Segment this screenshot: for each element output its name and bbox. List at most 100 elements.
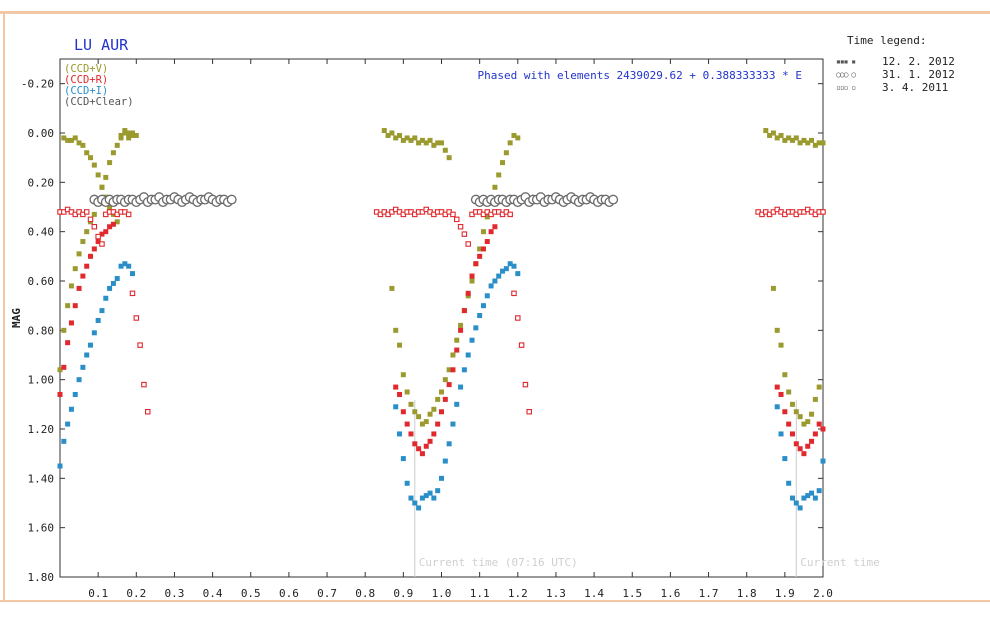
- data-point: [820, 458, 826, 464]
- y-tick-label: 1.40: [28, 472, 55, 485]
- data-point: [404, 389, 410, 395]
- data-point: [427, 411, 433, 417]
- plot-frame: [59, 58, 824, 578]
- x-tick-label: 1.6: [660, 587, 680, 600]
- x-tick-label: 2.0: [813, 587, 833, 600]
- data-point: [393, 404, 399, 410]
- data-point: [110, 221, 116, 227]
- data-point: [820, 209, 826, 215]
- data-point: [789, 137, 795, 143]
- data-point: [412, 441, 418, 447]
- data-point: [770, 285, 776, 291]
- data-point: [480, 246, 486, 252]
- data-point: [469, 273, 475, 279]
- data-point: [72, 391, 78, 397]
- data-point: [439, 389, 444, 395]
- x-tick-label: 0.1: [88, 587, 108, 600]
- data-point: [812, 495, 818, 501]
- current-time-label: Current time: [800, 556, 879, 569]
- data-point: [400, 409, 406, 415]
- data-point: [397, 431, 403, 437]
- data-point: [88, 342, 94, 348]
- x-tick-label: 1.9: [775, 587, 795, 600]
- data-point: [809, 438, 815, 444]
- data-point: [61, 364, 67, 370]
- data-point: [133, 132, 139, 138]
- data-point: [393, 384, 399, 390]
- y-axis-label: MAG: [10, 308, 23, 328]
- x-tick-label: 1.0: [432, 587, 452, 600]
- data-point: [812, 396, 818, 402]
- data-point: [110, 150, 116, 156]
- data-point: [805, 419, 811, 425]
- filled-square-marker-icon: ▪▪▪ ▪: [836, 57, 856, 66]
- data-point: [99, 231, 105, 237]
- data-point: [88, 253, 94, 259]
- data-point: [61, 438, 67, 444]
- data-point: [118, 132, 124, 138]
- data-point: [786, 421, 792, 427]
- data-point: [416, 414, 422, 420]
- x-tick-label: 0.4: [203, 587, 223, 600]
- data-point: [88, 155, 94, 161]
- data-point: [778, 342, 784, 348]
- data-point: [408, 495, 414, 501]
- data-point: [76, 251, 82, 257]
- data-point: [820, 426, 826, 432]
- data-point: [80, 239, 86, 245]
- data-point: [72, 135, 78, 141]
- data-point: [503, 266, 509, 272]
- data-point: [458, 322, 464, 328]
- data-point: [492, 224, 498, 230]
- data-point: [57, 391, 63, 397]
- x-tick-label: 1.2: [508, 587, 528, 600]
- data-point: [412, 409, 418, 415]
- data-point: [125, 211, 132, 218]
- data-point: [427, 137, 433, 143]
- data-point: [805, 443, 811, 449]
- data-point: [389, 285, 395, 291]
- data-point: [427, 490, 433, 496]
- data-point: [446, 367, 452, 373]
- data-point: [805, 140, 811, 146]
- x-tick-label: 1.5: [622, 587, 642, 600]
- data-point: [496, 273, 502, 279]
- data-point: [442, 147, 448, 153]
- data-point: [789, 401, 795, 407]
- x-tick-label: 0.7: [317, 587, 337, 600]
- data-point: [419, 495, 425, 501]
- data-point: [114, 142, 120, 148]
- page-left-border: [0, 14, 5, 617]
- data-point: [95, 239, 101, 245]
- data-point: [778, 431, 784, 437]
- page-bottom-border: [0, 600, 990, 617]
- data-point: [442, 396, 448, 402]
- data-point: [91, 330, 97, 336]
- data-point: [797, 446, 803, 452]
- y-tick-label: -0.20: [21, 78, 54, 91]
- data-point: [454, 216, 460, 223]
- x-tick-label: 1.8: [737, 587, 757, 600]
- data-point: [446, 441, 452, 447]
- data-point: [80, 273, 86, 279]
- data-point: [782, 137, 788, 143]
- data-point: [107, 204, 113, 210]
- data-point: [511, 290, 517, 297]
- data-point: [507, 140, 513, 146]
- data-point: [511, 263, 517, 269]
- chart-title: LU AUR: [74, 36, 129, 54]
- data-point: [408, 137, 414, 143]
- y-tick-label: 0.20: [28, 176, 55, 189]
- data-point: [381, 128, 387, 134]
- data-point: [397, 391, 403, 397]
- open-circle-marker-icon: ○○○ ○: [836, 70, 856, 79]
- data-point: [789, 431, 795, 437]
- data-point: [477, 253, 483, 259]
- data-point: [400, 137, 406, 143]
- data-point: [763, 128, 769, 134]
- data-point: [469, 278, 475, 284]
- data-point: [404, 421, 410, 427]
- data-point: [61, 327, 67, 333]
- data-point: [87, 216, 94, 223]
- data-point: [797, 140, 803, 146]
